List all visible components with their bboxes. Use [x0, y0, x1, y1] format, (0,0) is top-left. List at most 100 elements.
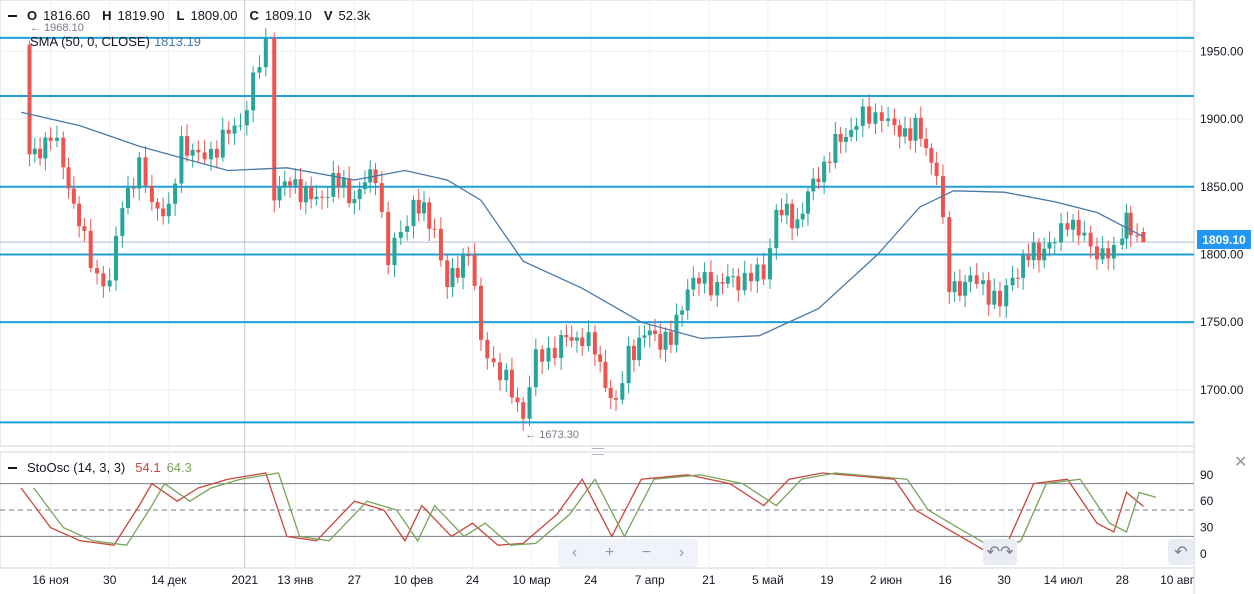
candle-body: [569, 337, 574, 341]
time-axis-label: 10 фев: [394, 573, 434, 587]
candle-body: [552, 347, 557, 359]
candle-body: [314, 196, 319, 200]
candle-body: [272, 37, 277, 201]
candle-body: [220, 129, 225, 158]
candle-body: [897, 125, 902, 137]
high-value: 1819.90: [117, 8, 165, 23]
candle-body: [795, 219, 800, 229]
candle-body: [455, 267, 460, 278]
candle-body: [114, 235, 119, 281]
high-label: H: [102, 8, 112, 23]
sma-legend[interactable]: SMA (50, 0, CLOSE) 1813.19: [8, 34, 201, 49]
collapse-legend-icon[interactable]: [8, 14, 17, 17]
candle-body: [608, 387, 613, 399]
candle-body: [131, 187, 136, 189]
time-axis-label: 30: [103, 573, 117, 587]
candle-body: [715, 282, 720, 296]
candle-body: [886, 118, 891, 121]
time-axis-label: 13 янв: [277, 573, 313, 587]
candle-body: [637, 337, 642, 361]
candle-body: [800, 213, 805, 220]
candle-body: [580, 337, 585, 346]
candle-body: [427, 202, 432, 229]
reset-scale-button[interactable]: ↶↷: [983, 539, 1017, 565]
candle-body: [647, 330, 652, 336]
candle-body: [843, 136, 848, 142]
candle-body: [166, 203, 171, 217]
time-axis-label: 2 июн: [870, 573, 902, 587]
candle-body: [620, 383, 625, 400]
candle-body: [968, 275, 973, 282]
candle-body: [658, 334, 663, 350]
candle-body: [362, 182, 367, 190]
chevron-left-icon[interactable]: ‹: [571, 544, 578, 561]
candle-body: [974, 275, 979, 285]
candle-body: [325, 196, 330, 198]
candle-body: [1052, 242, 1057, 244]
ohlc-legend: O 1816.60 H 1819.90 L 1809.00 C 1809.10 V 52.…: [8, 8, 370, 23]
time-axis-label: 28: [1116, 573, 1130, 587]
candle-body: [908, 128, 913, 141]
candle-body: [731, 276, 736, 278]
candle-body: [341, 178, 346, 188]
chevron-right-icon[interactable]: ›: [678, 544, 685, 561]
candle-body: [774, 209, 779, 249]
candle-body: [77, 203, 82, 227]
close-indicator-icon[interactable]: ✕: [1234, 454, 1248, 471]
candle-body: [422, 202, 427, 214]
candle-body: [879, 112, 884, 121]
time-axis-label: 7 апр: [635, 573, 665, 587]
candle-body: [101, 273, 106, 287]
candle-body: [527, 387, 532, 419]
candle-body: [957, 281, 962, 296]
candle-body: [411, 199, 416, 227]
time-axis-label: 2021: [231, 573, 258, 587]
candle-body: [767, 248, 772, 280]
candle-body: [586, 332, 591, 346]
candle-body: [685, 289, 690, 311]
candle-body: [320, 196, 325, 198]
candle-body: [347, 178, 352, 204]
candle-body: [827, 161, 832, 163]
candle-body: [485, 339, 490, 359]
candle-body: [27, 44, 32, 155]
candle-body: [997, 290, 1002, 307]
stochastic-label[interactable]: StoOsc (14, 3, 3): [27, 460, 126, 475]
candle-body: [202, 152, 207, 160]
candle-body: [214, 148, 219, 158]
candle-body: [71, 188, 76, 204]
candle-body: [653, 330, 658, 335]
candle-body: [1059, 223, 1064, 243]
candle-body: [736, 276, 741, 291]
stochastic-d-value: 64.3: [166, 460, 192, 475]
pane-resize-handle[interactable]: [592, 448, 604, 455]
candle-body: [1047, 242, 1052, 249]
candle-body: [208, 148, 213, 160]
reset-icon[interactable]: ↶: [1168, 539, 1194, 565]
minus-icon[interactable]: −: [641, 544, 652, 561]
candle-body: [564, 334, 569, 338]
candle-body: [48, 137, 53, 141]
candle-body: [816, 178, 821, 183]
plus-icon[interactable]: +: [604, 544, 615, 561]
candle-body: [805, 191, 810, 214]
candle-body: [392, 237, 397, 266]
candle-body: [331, 172, 336, 197]
candle-body: [107, 280, 112, 287]
candle-body: [1076, 219, 1081, 236]
candle-body: [461, 255, 466, 278]
candle-body: [509, 369, 514, 398]
candle-body: [472, 255, 477, 286]
time-axis-label: 14 дек: [151, 573, 187, 587]
candle-body: [663, 331, 668, 350]
collapse-indicator-icon[interactable]: [8, 466, 17, 469]
candle-body: [357, 189, 362, 200]
candle-body: [288, 181, 293, 186]
candle-body: [559, 334, 564, 359]
candle-body: [838, 133, 843, 142]
candle-body: [755, 264, 760, 282]
candle-body: [1071, 219, 1076, 230]
candle-body: [161, 208, 166, 217]
stochastic-k-value: 54.1: [135, 460, 161, 475]
